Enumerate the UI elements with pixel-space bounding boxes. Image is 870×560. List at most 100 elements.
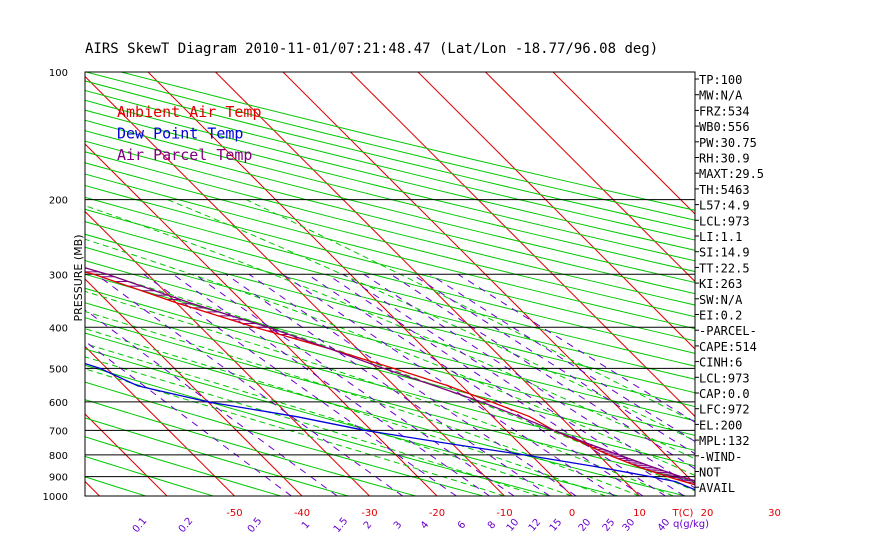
- isotherm-line: [85, 143, 438, 496]
- dry-adiabat-line: [85, 436, 281, 496]
- stability-index: CAP:0.0: [699, 387, 750, 401]
- dewpoint-temp-profile: [85, 362, 695, 491]
- isotherm-line: [85, 345, 235, 496]
- pressure-tick-label: 800: [49, 451, 68, 462]
- pressure-tick-label: 100: [49, 68, 68, 79]
- stability-index: WB0:556: [699, 120, 750, 134]
- bottom-temp-tick-label: -10: [496, 508, 512, 519]
- mixing-ratio-label: 1: [300, 519, 313, 531]
- stability-index: SW:N/A: [699, 293, 743, 307]
- isotherm-line: [282, 72, 695, 485]
- dry-adiabat-line: [85, 99, 695, 251]
- mixing-ratio-label: 2: [362, 519, 375, 531]
- isotherm-line: [485, 72, 695, 283]
- mixing-ratio-line: [343, 273, 685, 496]
- stability-index: CAPE:514: [699, 340, 757, 354]
- stability-index: MAXT:29.5: [699, 167, 764, 181]
- dry-adiabat-line: [85, 246, 695, 408]
- moist-adiabat-line: [85, 356, 539, 496]
- pressure-tick-label: 700: [49, 426, 68, 437]
- pressure-tick-label: 900: [49, 473, 68, 484]
- mixing-ratio-line: [143, 273, 457, 496]
- stability-index: EI:0.2: [699, 309, 742, 323]
- moist-adiabat-line: [85, 267, 695, 492]
- stability-index: -WIND-: [699, 450, 742, 464]
- stability-index: NOT: [699, 466, 721, 480]
- stability-index: MW:N/A: [699, 89, 743, 103]
- dry-adiabat-line: [85, 260, 695, 422]
- mixing-ratio-label: 4: [419, 519, 432, 531]
- mixing-ratio-line: [194, 273, 515, 496]
- dry-adiabat-line: [85, 208, 695, 367]
- bottom-temp-tick-label: 0: [569, 508, 575, 519]
- plot-frame: [84, 71, 696, 497]
- mixing-ratio-line: [172, 273, 490, 496]
- dry-adiabat-line: [85, 287, 695, 451]
- stability-index: L57:4.9: [699, 199, 750, 213]
- y-axis-label: PRESSURE (MB): [72, 235, 85, 322]
- stability-index: TH:5463: [699, 183, 750, 197]
- pressure-tick-label: 300: [49, 270, 68, 281]
- isotherm-line: [350, 72, 695, 418]
- dry-adiabat-line: [85, 109, 695, 262]
- legend-entry: Air Parcel Temp: [117, 146, 252, 164]
- mixing-ratio-line: [411, 273, 695, 455]
- stability-index: AVAIL: [699, 481, 735, 495]
- dry-adiabat-line: [85, 399, 416, 496]
- stability-index: FRZ:534: [699, 104, 750, 118]
- mixing-ratio-line: [429, 273, 695, 443]
- isotherm-line: [85, 75, 505, 496]
- dry-adiabat-line: [85, 119, 695, 273]
- dry-adiabat-line: [85, 273, 695, 436]
- pressure-tick-label: 200: [49, 196, 68, 207]
- dry-adiabat-line: [85, 173, 695, 330]
- stability-index: LCL:973: [699, 371, 750, 385]
- dry-adiabat-line: [85, 140, 695, 295]
- mixing-ratio-line: [95, 273, 403, 496]
- bottom-temp-tick-label: -30: [361, 508, 377, 519]
- bottom-temp-tick-label: -50: [226, 508, 242, 519]
- stability-index: TT:22.5: [699, 261, 750, 275]
- isotherm-line: [85, 413, 168, 496]
- isotherm-line: [417, 72, 695, 350]
- stability-index: LI:1.1: [699, 230, 742, 244]
- chart-title: AIRS SkewT Diagram 2010-11-01/07:21:48.4…: [85, 41, 658, 57]
- dry-adiabat-line: [85, 196, 695, 354]
- dry-adiabat-line: [85, 332, 686, 496]
- legend-entry: Ambient Air Temp: [117, 103, 262, 121]
- stability-index: KI:263: [699, 277, 742, 291]
- bottom-temp-tick-label: -40: [294, 508, 310, 519]
- mixing-ratio-unit: q(g/kg): [673, 519, 709, 530]
- dry-adiabat-line: [85, 151, 695, 306]
- stability-index: LFC:972: [699, 403, 750, 417]
- stability-index: PW:30.75: [699, 136, 757, 150]
- pressure-tick-label: 1000: [43, 492, 68, 503]
- mixing-ratio-line: [248, 273, 577, 496]
- stability-index: -PARCEL-: [699, 324, 757, 338]
- mixing-ratio-label: 3: [392, 519, 405, 531]
- pressure-tick-label: 400: [49, 323, 68, 334]
- mixing-ratio-label: 6: [456, 519, 469, 531]
- moist-adiabat-line: [245, 199, 695, 423]
- stability-index: LCL:973: [699, 214, 750, 228]
- bottom-temp-tick-label: 20: [701, 508, 714, 519]
- pressure-tick-label: 500: [49, 364, 68, 375]
- dry-adiabat-line: [85, 348, 619, 496]
- mixing-ratio-line: [282, 273, 615, 496]
- legend: Ambient Air Temp Dew Point Temp Air Parcel…: [117, 103, 262, 164]
- dry-adiabat-line: [85, 455, 214, 496]
- dry-adiabat-line: [85, 381, 484, 496]
- dry-adiabat-line: [85, 233, 695, 394]
- dry-adiabat-line: [85, 364, 551, 496]
- mixing-ratio-line: [85, 340, 292, 496]
- dry-adiabat-line: [85, 417, 349, 496]
- parcel-temp-profile: [85, 267, 695, 482]
- stability-index: MPL:132: [699, 434, 750, 448]
- dry-adiabat-line: [85, 162, 695, 318]
- bottom-temp-tick-label: 10: [633, 508, 646, 519]
- mixing-ratio-line: [225, 273, 551, 496]
- stability-index: TP:100: [699, 73, 742, 87]
- stability-index: EL:200: [699, 418, 742, 432]
- bottom-axis-unit: T(C): [672, 508, 694, 519]
